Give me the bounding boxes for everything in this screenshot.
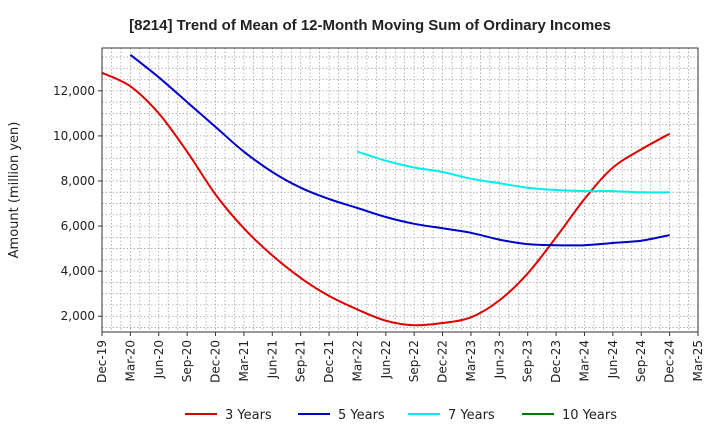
x-tick-label: Sep-22 (407, 340, 421, 382)
x-tick-label: Jun-23 (492, 340, 506, 379)
y-tick-label: 8,000 (61, 174, 95, 188)
legend-label-3-years: 3 Years (225, 408, 272, 423)
x-tick-label: Dec-19 (95, 340, 109, 383)
y-tick-label: 2,000 (61, 309, 95, 323)
x-tick-label: Jun-20 (152, 340, 166, 379)
plot-frame (101, 47, 699, 333)
x-tick-label: Sep-21 (294, 340, 308, 382)
x-tick-label: Sep-20 (180, 340, 194, 382)
y-tick-label: 10,000 (53, 129, 95, 143)
y-axis-label: Amount (million yen) (7, 122, 22, 259)
x-tick-label: Mar-22 (350, 340, 364, 381)
x-tick-label: Jun-22 (379, 340, 393, 379)
y-tick-label: 12,000 (53, 84, 95, 98)
chart-title: [8214] Trend of Mean of 12-Month Moving … (129, 17, 611, 34)
series-line-5-years (129, 54, 670, 247)
x-tick-label: Mar-25 (691, 340, 705, 381)
legend-label-5-years: 5 Years (338, 408, 385, 423)
series-line-7-years (357, 150, 670, 194)
y-tick-label: 6,000 (61, 219, 95, 233)
x-tick-label: Dec-21 (322, 340, 336, 383)
x-tick-label: Mar-24 (577, 340, 591, 381)
x-tick-label: Mar-23 (464, 340, 478, 381)
y-tick-label: 4,000 (61, 264, 95, 278)
x-tick-label: Mar-20 (123, 340, 137, 381)
x-tick-label: Dec-24 (663, 340, 677, 383)
x-tick-label: Dec-22 (436, 340, 450, 383)
x-tick-label: Sep-23 (521, 340, 535, 382)
x-tick-label: Jun-21 (265, 340, 279, 379)
series-lines (101, 54, 671, 327)
series-line-3-years (101, 71, 671, 327)
legend-label-10-years: 10 Years (562, 408, 617, 423)
x-tick-label: Mar-21 (237, 340, 251, 381)
x-tick-label: Jun-24 (606, 340, 620, 379)
x-tick-label: Dec-23 (549, 340, 563, 383)
y-axis-ticks: 2,000 4,000 6,000 8,000 10,000 12,000 (53, 84, 102, 323)
legend: 3 Years 5 Years 7 Years 10 Years (185, 408, 617, 423)
grid (101, 48, 698, 332)
x-axis-ticks: Dec-19 Mar-20 Jun-20 Sep-20 Dec-20 Mar-21 Jun-… (95, 332, 705, 383)
x-tick-label: Dec-20 (209, 340, 223, 383)
x-tick-label: Sep-24 (634, 340, 648, 382)
legend-label-7-years: 7 Years (448, 408, 495, 423)
